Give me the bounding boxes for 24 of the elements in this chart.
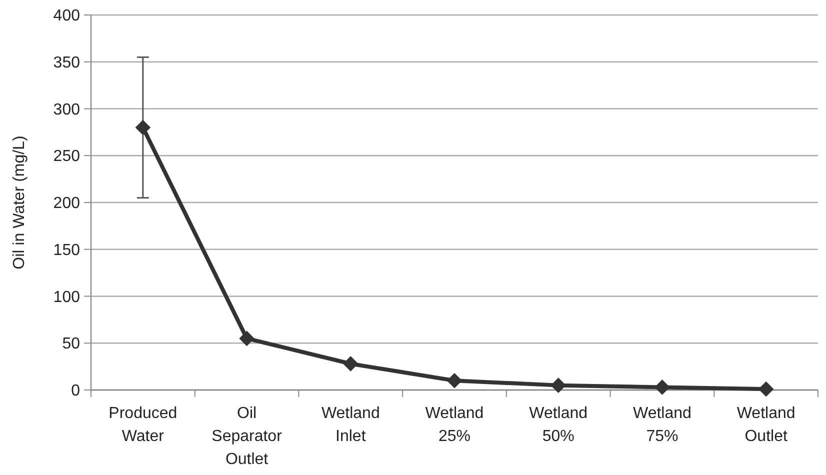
y-tick-label: 400 [53, 8, 80, 25]
point [654, 380, 670, 395]
point [550, 378, 566, 393]
x-tick-label: Wetland 50% [529, 405, 588, 445]
y-axis-title: Oil in Water (mg/L) [11, 136, 28, 270]
y-tick-label: 250 [53, 148, 80, 166]
y-tick-label: 350 [53, 54, 80, 72]
point [758, 381, 774, 397]
point [446, 372, 462, 388]
x-tick-label: Produced Water [108, 405, 178, 445]
y-tick-label: 150 [53, 242, 80, 259]
y-tick-label: 50 [62, 336, 80, 353]
x-tick-label: Wetland Outlet [736, 405, 796, 445]
x-tick-label: Wetland 25% [425, 405, 484, 445]
y-tick-label: 0 [71, 382, 80, 400]
x-tick-label: Wetland 75% [633, 405, 692, 445]
point [342, 356, 358, 372]
x-tick-label: Oil Separator Outlet [212, 405, 283, 468]
y-tick-label: 200 [53, 195, 80, 212]
point [135, 120, 151, 136]
point [239, 330, 254, 346]
y-tick-label: 100 [53, 288, 80, 306]
y-tick-label: 300 [53, 101, 80, 118]
x-tick-label: Wetland Inlet [321, 405, 380, 445]
